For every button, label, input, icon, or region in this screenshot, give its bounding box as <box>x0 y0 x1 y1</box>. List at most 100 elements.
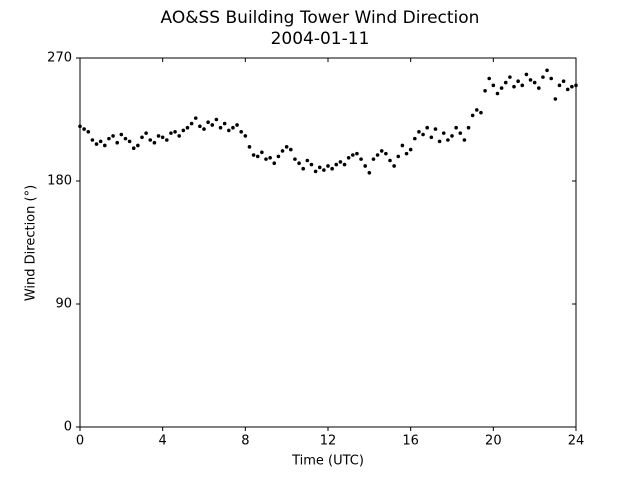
data-point <box>437 139 442 144</box>
data-point <box>123 136 128 141</box>
data-point <box>82 127 86 131</box>
data-point <box>222 121 227 126</box>
data-point <box>231 125 235 130</box>
data-point <box>189 121 194 126</box>
data-point <box>565 87 570 92</box>
x-tick-label: 12 <box>320 434 337 449</box>
data-point <box>185 125 190 130</box>
data-point <box>342 162 347 167</box>
x-tick-label: 0 <box>76 434 84 449</box>
data-point <box>433 127 438 131</box>
data-point <box>111 134 115 138</box>
data-point <box>470 113 475 118</box>
data-point <box>243 134 248 138</box>
data-point <box>367 171 372 175</box>
data-point <box>169 131 173 135</box>
data-point <box>371 157 376 161</box>
x-tick-label: 24 <box>568 434 585 449</box>
data-point <box>127 139 132 144</box>
data-point <box>255 154 260 159</box>
chart-subtitle: 2004-01-11 <box>271 29 370 49</box>
data-point <box>297 161 301 166</box>
data-point <box>363 164 368 168</box>
data-point <box>346 155 351 160</box>
data-point <box>355 151 359 156</box>
data-point <box>508 75 512 79</box>
data-point <box>322 168 326 172</box>
data-point <box>491 83 496 88</box>
data-point <box>338 160 343 164</box>
data-point <box>351 153 355 157</box>
data-point <box>388 158 392 163</box>
data-point <box>301 166 306 171</box>
y-tick-label: 270 <box>47 51 72 66</box>
data-point <box>429 135 434 140</box>
data-point <box>479 110 483 115</box>
data-point <box>384 151 388 156</box>
y-tick-label: 180 <box>47 174 72 189</box>
data-point <box>413 136 417 141</box>
plot <box>78 68 578 175</box>
data-point <box>280 149 285 153</box>
data-point <box>264 157 268 161</box>
data-point <box>227 128 231 133</box>
data-point <box>239 130 243 134</box>
data-point <box>313 169 318 174</box>
data-point <box>119 132 124 137</box>
y-tick-label: 90 <box>55 297 72 312</box>
data-point <box>131 146 136 150</box>
data-point <box>206 120 210 125</box>
data-point <box>181 128 186 133</box>
data-point <box>528 78 533 82</box>
data-point <box>462 138 467 142</box>
data-point <box>561 79 566 84</box>
data-point <box>317 165 322 170</box>
data-point <box>148 138 153 142</box>
data-point <box>218 125 223 130</box>
data-point <box>499 86 504 90</box>
data-point <box>193 116 198 120</box>
data-point <box>202 127 206 131</box>
data-point <box>545 68 549 73</box>
data-point <box>532 80 537 85</box>
data-point <box>309 162 314 167</box>
data-point <box>379 149 384 153</box>
data-point <box>156 134 161 138</box>
data-point <box>247 145 252 149</box>
y-tick-label: 0 <box>64 420 72 435</box>
y-axis-label: Wind Direction (°) <box>24 185 39 301</box>
data-point <box>557 83 562 88</box>
x-tick-label: 8 <box>241 434 249 449</box>
data-point <box>86 130 91 134</box>
data-point <box>524 72 529 77</box>
data-point <box>260 150 264 155</box>
data-point <box>293 157 297 161</box>
data-point <box>396 154 401 159</box>
data-point <box>425 125 430 130</box>
data-point <box>417 130 421 134</box>
data-point <box>305 158 310 163</box>
data-point <box>334 162 339 167</box>
data-point <box>458 131 463 135</box>
data-point <box>441 131 446 135</box>
data-point <box>326 164 330 168</box>
data-point <box>404 151 409 156</box>
data-point <box>549 76 553 81</box>
chart-title: AO&SS Building Tower Wind Direction <box>161 8 480 28</box>
data-point <box>152 140 157 145</box>
data-point <box>537 86 541 90</box>
data-point <box>516 79 520 84</box>
data-point <box>289 147 293 152</box>
x-tick-label: 4 <box>159 434 167 449</box>
data-point <box>160 135 165 140</box>
data-point <box>570 84 574 89</box>
data-point <box>450 134 454 138</box>
data-point <box>520 83 525 88</box>
data-point <box>173 130 177 134</box>
data-point <box>198 124 202 129</box>
data-point <box>284 145 289 149</box>
data-point <box>503 80 508 85</box>
data-point <box>214 117 219 122</box>
data-point <box>235 123 239 127</box>
